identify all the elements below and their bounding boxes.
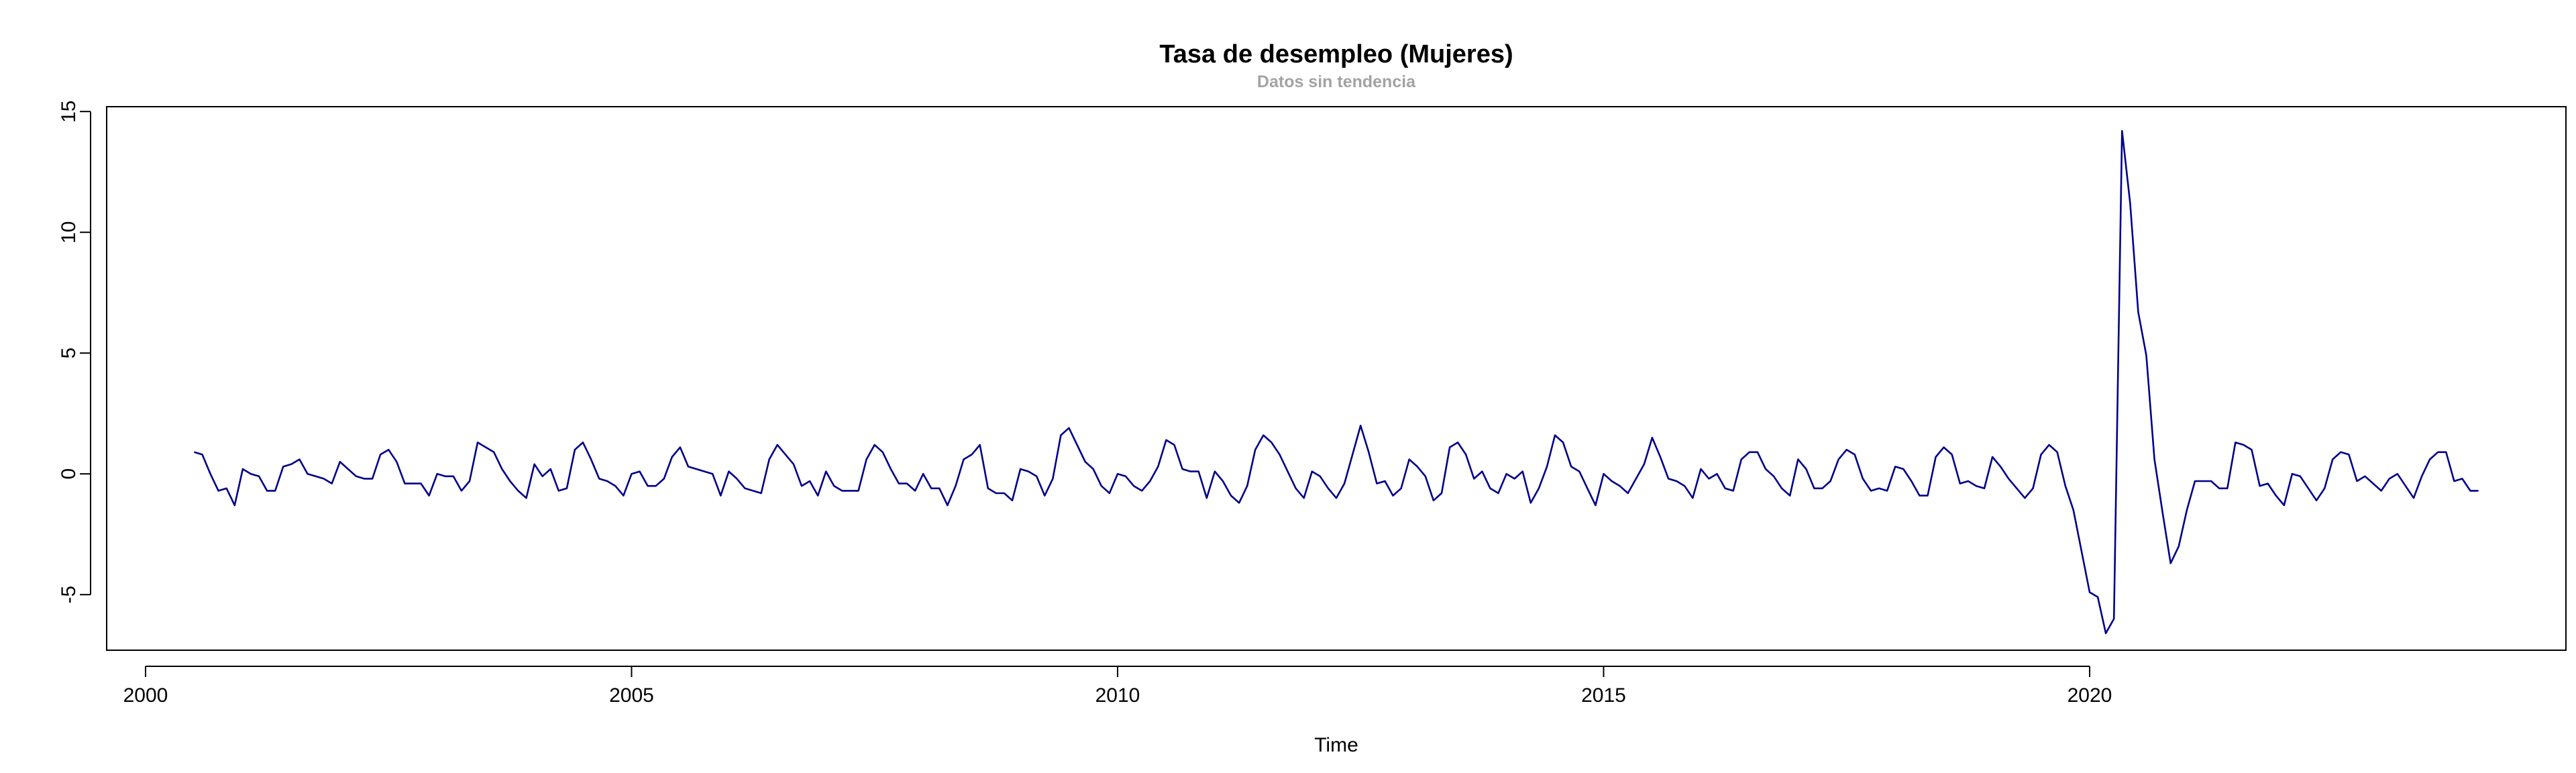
x-tick-label: 2015 (1581, 684, 1626, 707)
y-tick-label: 5 (58, 348, 80, 359)
x-tick-label: 2000 (123, 684, 168, 707)
x-axis-label: Time (1314, 734, 1358, 756)
y-tick-label: 10 (58, 221, 80, 244)
y-tick-label: 15 (58, 101, 80, 123)
x-tick-label: 2010 (1095, 684, 1140, 707)
x-tick-label: 2020 (2068, 684, 2112, 707)
x-tick-label: 2005 (609, 684, 654, 707)
y-axis: -5 0 5 10 15 (58, 101, 91, 604)
y-tick-label: -5 (58, 586, 80, 604)
series-line (194, 130, 2479, 635)
chart-subtitle: Datos sin tendencia (1257, 72, 1416, 91)
y-tick-label: 0 (58, 468, 80, 480)
chart-title: Tasa de desempleo (Mujeres) (1159, 40, 1513, 68)
plot-box (106, 106, 2567, 651)
x-axis: 2000 2005 2010 2015 2020 (123, 666, 2112, 707)
